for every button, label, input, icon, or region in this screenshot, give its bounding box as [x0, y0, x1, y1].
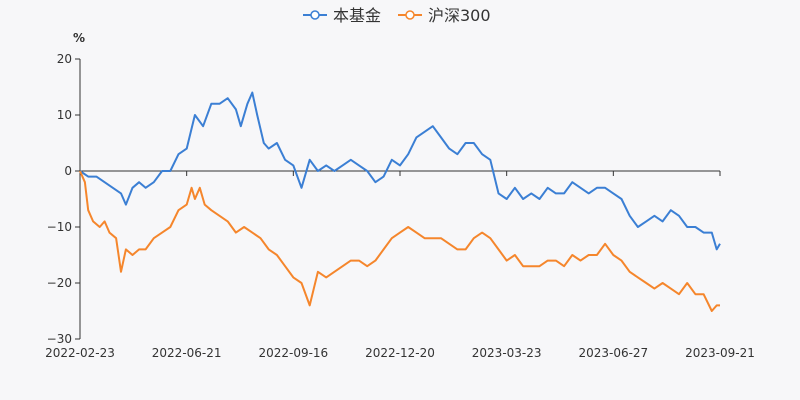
legend[interactable]: 本基金 沪深300: [303, 6, 491, 25]
x-axis-ticks: 2022-02-23 2022-06-21 2022-09-16 2022-12-20…: [45, 171, 755, 360]
x-tick-label: 2022-12-20: [365, 346, 435, 360]
legend-item-hs300[interactable]: 沪深300: [398, 6, 491, 25]
y-axis-ticks: 20 10 0 −10 −20 −30: [47, 52, 80, 346]
y-tick-label: 0: [64, 164, 72, 178]
legend-label-hs300: 沪深300: [428, 6, 491, 25]
legend-label-fund: 本基金: [333, 6, 381, 25]
legend-item-fund[interactable]: 本基金: [303, 6, 381, 25]
y-axis-unit: %: [73, 31, 85, 45]
x-tick-label: 2023-03-23: [472, 346, 542, 360]
y-tick-label: −30: [47, 332, 72, 346]
x-tick-label: 2022-06-21: [152, 346, 222, 360]
series-line-hs300[interactable]: [79, 170, 720, 312]
y-tick-label: 10: [57, 108, 72, 122]
x-tick-label: 2022-02-23: [45, 346, 115, 360]
series-line-fund[interactable]: [79, 91, 721, 251]
x-tick-label: 2022-09-16: [258, 346, 328, 360]
x-tick-label: 2023-09-21: [685, 346, 755, 360]
legend-marker-hs300: [405, 10, 415, 20]
legend-marker-fund: [310, 10, 320, 20]
y-tick-label: −20: [47, 276, 72, 290]
y-tick-label: −10: [47, 220, 72, 234]
y-tick-label: 20: [57, 52, 72, 66]
series-group: [79, 91, 721, 312]
x-tick-label: 2023-06-27: [578, 346, 648, 360]
